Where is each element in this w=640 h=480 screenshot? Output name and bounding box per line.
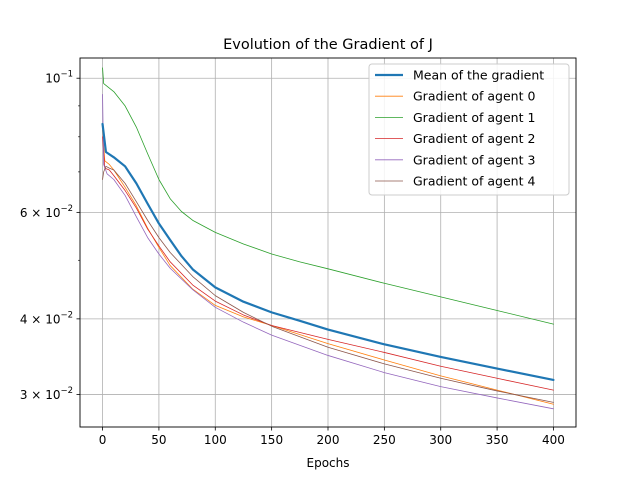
x-tick-label: 0 — [99, 433, 107, 447]
legend-entry-5: Gradient of agent 4 — [413, 174, 535, 189]
series-line-0 — [101, 122, 555, 382]
legend-entry-4: Gradient of agent 3 — [413, 152, 535, 167]
x-axis-label: Epochs — [307, 456, 350, 470]
x-tick-label: 250 — [373, 433, 396, 447]
x-tick-label: 100 — [204, 433, 227, 447]
series-line-1 — [102, 129, 554, 405]
legend: Mean of the gradient Gradient of agent 0 G… — [368, 63, 570, 196]
x-tick-label: 150 — [260, 433, 283, 447]
y-axis: 10−1 6 × 10−2 4 × 10−2 3 × 10−2 — [20, 70, 80, 402]
legend-box — [368, 63, 570, 196]
x-tick-label: 300 — [429, 433, 452, 447]
x-tick-label: 350 — [486, 433, 509, 447]
x-tick-label: 200 — [317, 433, 340, 447]
series-line-3 — [102, 136, 554, 391]
y-tick-label: 3 × 10−2 — [20, 386, 73, 402]
x-axis: 0 50 100 150 200 250 300 350 400 — [99, 427, 565, 447]
legend-entry-1: Gradient of agent 0 — [413, 89, 535, 104]
legend-entry-3: Gradient of agent 2 — [413, 131, 535, 146]
chart-title: Evolution of the Gradient of J — [223, 37, 433, 53]
x-tick-label: 400 — [542, 433, 565, 447]
series-line-2 — [102, 67, 554, 325]
y-tick-label: 4 × 10−2 — [20, 310, 73, 326]
y-tick-label: 6 × 10−2 — [20, 204, 73, 220]
legend-entry-0: Mean of the gradient — [413, 68, 544, 83]
series-line-4 — [102, 94, 554, 410]
series-line-5 — [102, 165, 554, 403]
y-tick-label: 10−1 — [45, 70, 73, 86]
plot-series — [101, 67, 555, 410]
x-tick-label: 50 — [151, 433, 166, 447]
legend-entry-2: Gradient of agent 1 — [413, 110, 535, 125]
